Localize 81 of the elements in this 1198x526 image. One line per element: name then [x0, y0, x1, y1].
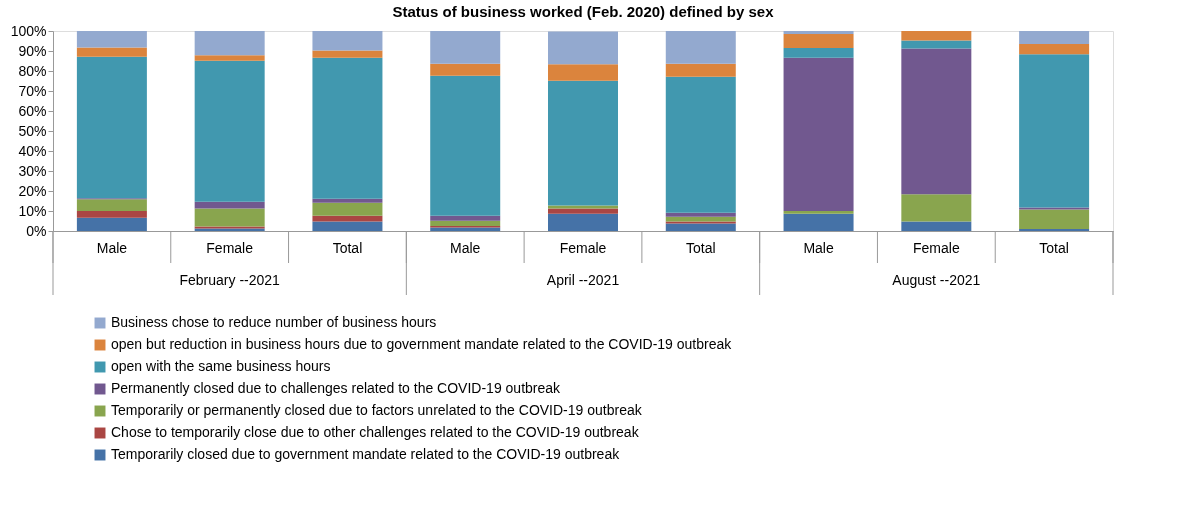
bar — [194, 208, 265, 227]
bar — [665, 223, 736, 231]
y-tick-label: 30% — [18, 162, 47, 179]
bar — [76, 56, 147, 199]
bar — [430, 31, 501, 64]
legend-label: Permanently closed due to challenges related to the COVID-19 outbreak — [111, 380, 562, 396]
text: August --2021 — [892, 272, 981, 288]
x-tick-label: Male — [803, 239, 834, 256]
bar — [1019, 44, 1090, 55]
bar — [194, 31, 265, 56]
y-tick-label: 40% — [18, 142, 47, 159]
legend-label: open but reduction in business hours due to government mandate related to the COVID-19 outbreak — [111, 336, 733, 352]
bar — [548, 205, 618, 209]
bar — [548, 64, 618, 81]
bar — [548, 213, 618, 231]
y-tick-label: 20% — [18, 182, 47, 199]
bar — [901, 194, 972, 222]
bar — [783, 211, 854, 214]
bar — [783, 31, 854, 34]
bar — [783, 213, 854, 231]
bar — [665, 76, 736, 213]
bar — [76, 199, 147, 211]
bar — [901, 31, 972, 41]
legend-label: Temporarily closed due to government mandate related to the COVID-19 outbreak — [111, 446, 621, 462]
bar — [548, 80, 618, 206]
y-tick-label: 10% — [18, 202, 47, 219]
bar — [76, 217, 147, 231]
legend-label: open with the same business hours — [111, 358, 331, 374]
x-tick-label: Total — [332, 239, 363, 256]
y-tick-label: 80% — [18, 62, 47, 79]
y-tick-label: 70% — [18, 82, 47, 99]
bar — [665, 63, 736, 77]
bar — [1019, 31, 1090, 44]
bar — [548, 208, 618, 214]
x-tick-label: Male — [450, 239, 481, 256]
bar — [783, 48, 854, 58]
bar — [783, 34, 854, 48]
bar — [312, 198, 383, 203]
bar — [1019, 207, 1090, 210]
bar — [76, 47, 147, 57]
y-tick-label: 90% — [18, 42, 47, 59]
x-tick-label: Female — [559, 239, 607, 256]
y-tick-label: 60% — [18, 102, 47, 119]
text: February --2021 — [179, 272, 281, 288]
x-tick-label: Female — [912, 239, 960, 256]
y-tick-label: 50% — [18, 122, 47, 139]
bar — [548, 31, 618, 65]
legend-label: Temporarily or permanently closed due to factors unrelated to the COVID-19 outbreak — [111, 402, 643, 418]
bar — [312, 31, 383, 51]
x-tick-label: Total — [1039, 239, 1069, 256]
bar — [312, 202, 383, 216]
y-tick-label: 0% — [26, 222, 47, 239]
bar — [312, 50, 383, 58]
bar — [194, 55, 265, 61]
bar — [665, 212, 736, 217]
bar — [430, 220, 501, 226]
bar — [665, 221, 736, 224]
x-tick-label: Female — [206, 239, 254, 256]
bar — [430, 75, 501, 216]
bar — [1019, 209, 1090, 229]
bar — [901, 221, 972, 231]
bar — [312, 57, 383, 199]
chart-title: Status of business worked (Feb. 2020) defined by sex — [392, 3, 775, 20]
bar — [194, 60, 265, 202]
x-tick-label: Male — [96, 239, 128, 256]
legend-label: Chose to temporarily close due to other challenges related to the COVID-19 outbreak — [111, 424, 640, 440]
bar — [665, 31, 736, 64]
bar — [430, 215, 501, 221]
bar — [76, 31, 147, 48]
bar — [1019, 54, 1090, 208]
bar — [312, 221, 383, 231]
y-tick-label: 100% — [10, 22, 47, 39]
bar — [901, 48, 972, 195]
bar — [783, 57, 854, 211]
legend-label: Business chose to reduce number of business hours — [111, 314, 437, 330]
x-tick-label: Total — [685, 239, 716, 256]
bar — [194, 201, 265, 209]
bar — [76, 211, 147, 218]
text: April --2021 — [546, 272, 620, 288]
bar — [901, 40, 972, 49]
bar — [430, 63, 501, 76]
